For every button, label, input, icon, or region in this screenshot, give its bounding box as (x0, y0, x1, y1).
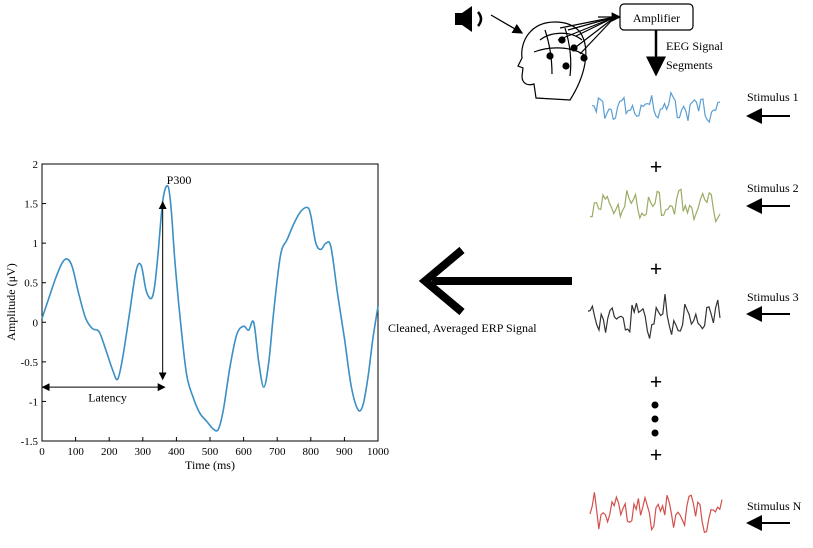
stimulus-n-label: Stimulus N (747, 499, 802, 513)
stimulus-2-eeg-wave (589, 188, 721, 224)
plus-sign-4: + (650, 442, 663, 467)
y-tick-label: -0.5 (21, 357, 39, 369)
y-tick-label: -1 (29, 396, 38, 408)
eeg-label-line1: EEG Signal (666, 39, 724, 53)
x-tick-label: 900 (336, 446, 353, 458)
y-axis-label: Amplitude (μV) (4, 263, 18, 340)
x-axis-label: Time (ms) (185, 458, 235, 472)
stimulus-2-label: Stimulus 2 (747, 181, 799, 195)
p300-annotation: P300 (167, 173, 192, 187)
plus-sign-3: + (650, 369, 663, 394)
plus-sign-1: + (650, 154, 663, 179)
sound-arrow (490, 14, 524, 34)
x-tick-label: 400 (168, 446, 185, 458)
x-tick-label: 600 (235, 446, 252, 458)
eeg-label-line2: Segments (666, 58, 713, 72)
y-tick-label: 2 (33, 159, 39, 171)
amplifier-label: Amplifier (633, 11, 680, 25)
stimulus-3-label: Stimulus 3 (747, 290, 799, 304)
stimulus-3-eeg-wave (587, 294, 721, 339)
ellipsis-dots (651, 401, 659, 437)
x-tick-label: 1000 (367, 446, 390, 458)
erp-chart: 0 100 200 300 400 500 600 700 800 900 1000 -1.5-1-… (4, 159, 390, 472)
stimulus-1-eeg-wave (591, 90, 721, 124)
y-tick-label: 0.5 (24, 278, 38, 290)
x-tick-label: 800 (303, 446, 320, 458)
y-tick-label: 0 (33, 317, 39, 329)
y-tick-label: 1 (33, 238, 39, 250)
y-tick-label: -1.5 (21, 436, 39, 448)
x-tick-label: 300 (135, 446, 152, 458)
x-tick-label: 0 (39, 446, 45, 458)
latency-annotation: Latency (88, 390, 127, 404)
speaker-icon (455, 6, 483, 32)
x-axis-ticks: 0 100 200 300 400 500 600 700 800 900 1000 (39, 437, 390, 458)
stimulus-n-eeg-wave (589, 492, 723, 534)
output-label: Cleaned, Averaged ERP Signal (388, 321, 537, 335)
erp-signal-line (41, 184, 379, 432)
x-tick-label: 500 (202, 446, 219, 458)
head-with-electrodes-icon (517, 16, 616, 101)
y-tick-label: 1.5 (24, 199, 38, 211)
x-tick-label: 200 (101, 446, 118, 458)
averaging-arrow (418, 246, 572, 316)
stimulus-1-label: Stimulus 1 (747, 90, 799, 104)
y-axis-ticks: -1.5 -1 -0.5 0 0.5 1 1.5 2 (21, 159, 46, 448)
x-tick-label: 100 (67, 446, 84, 458)
plus-sign-2: + (650, 256, 663, 281)
x-tick-label: 700 (269, 446, 286, 458)
